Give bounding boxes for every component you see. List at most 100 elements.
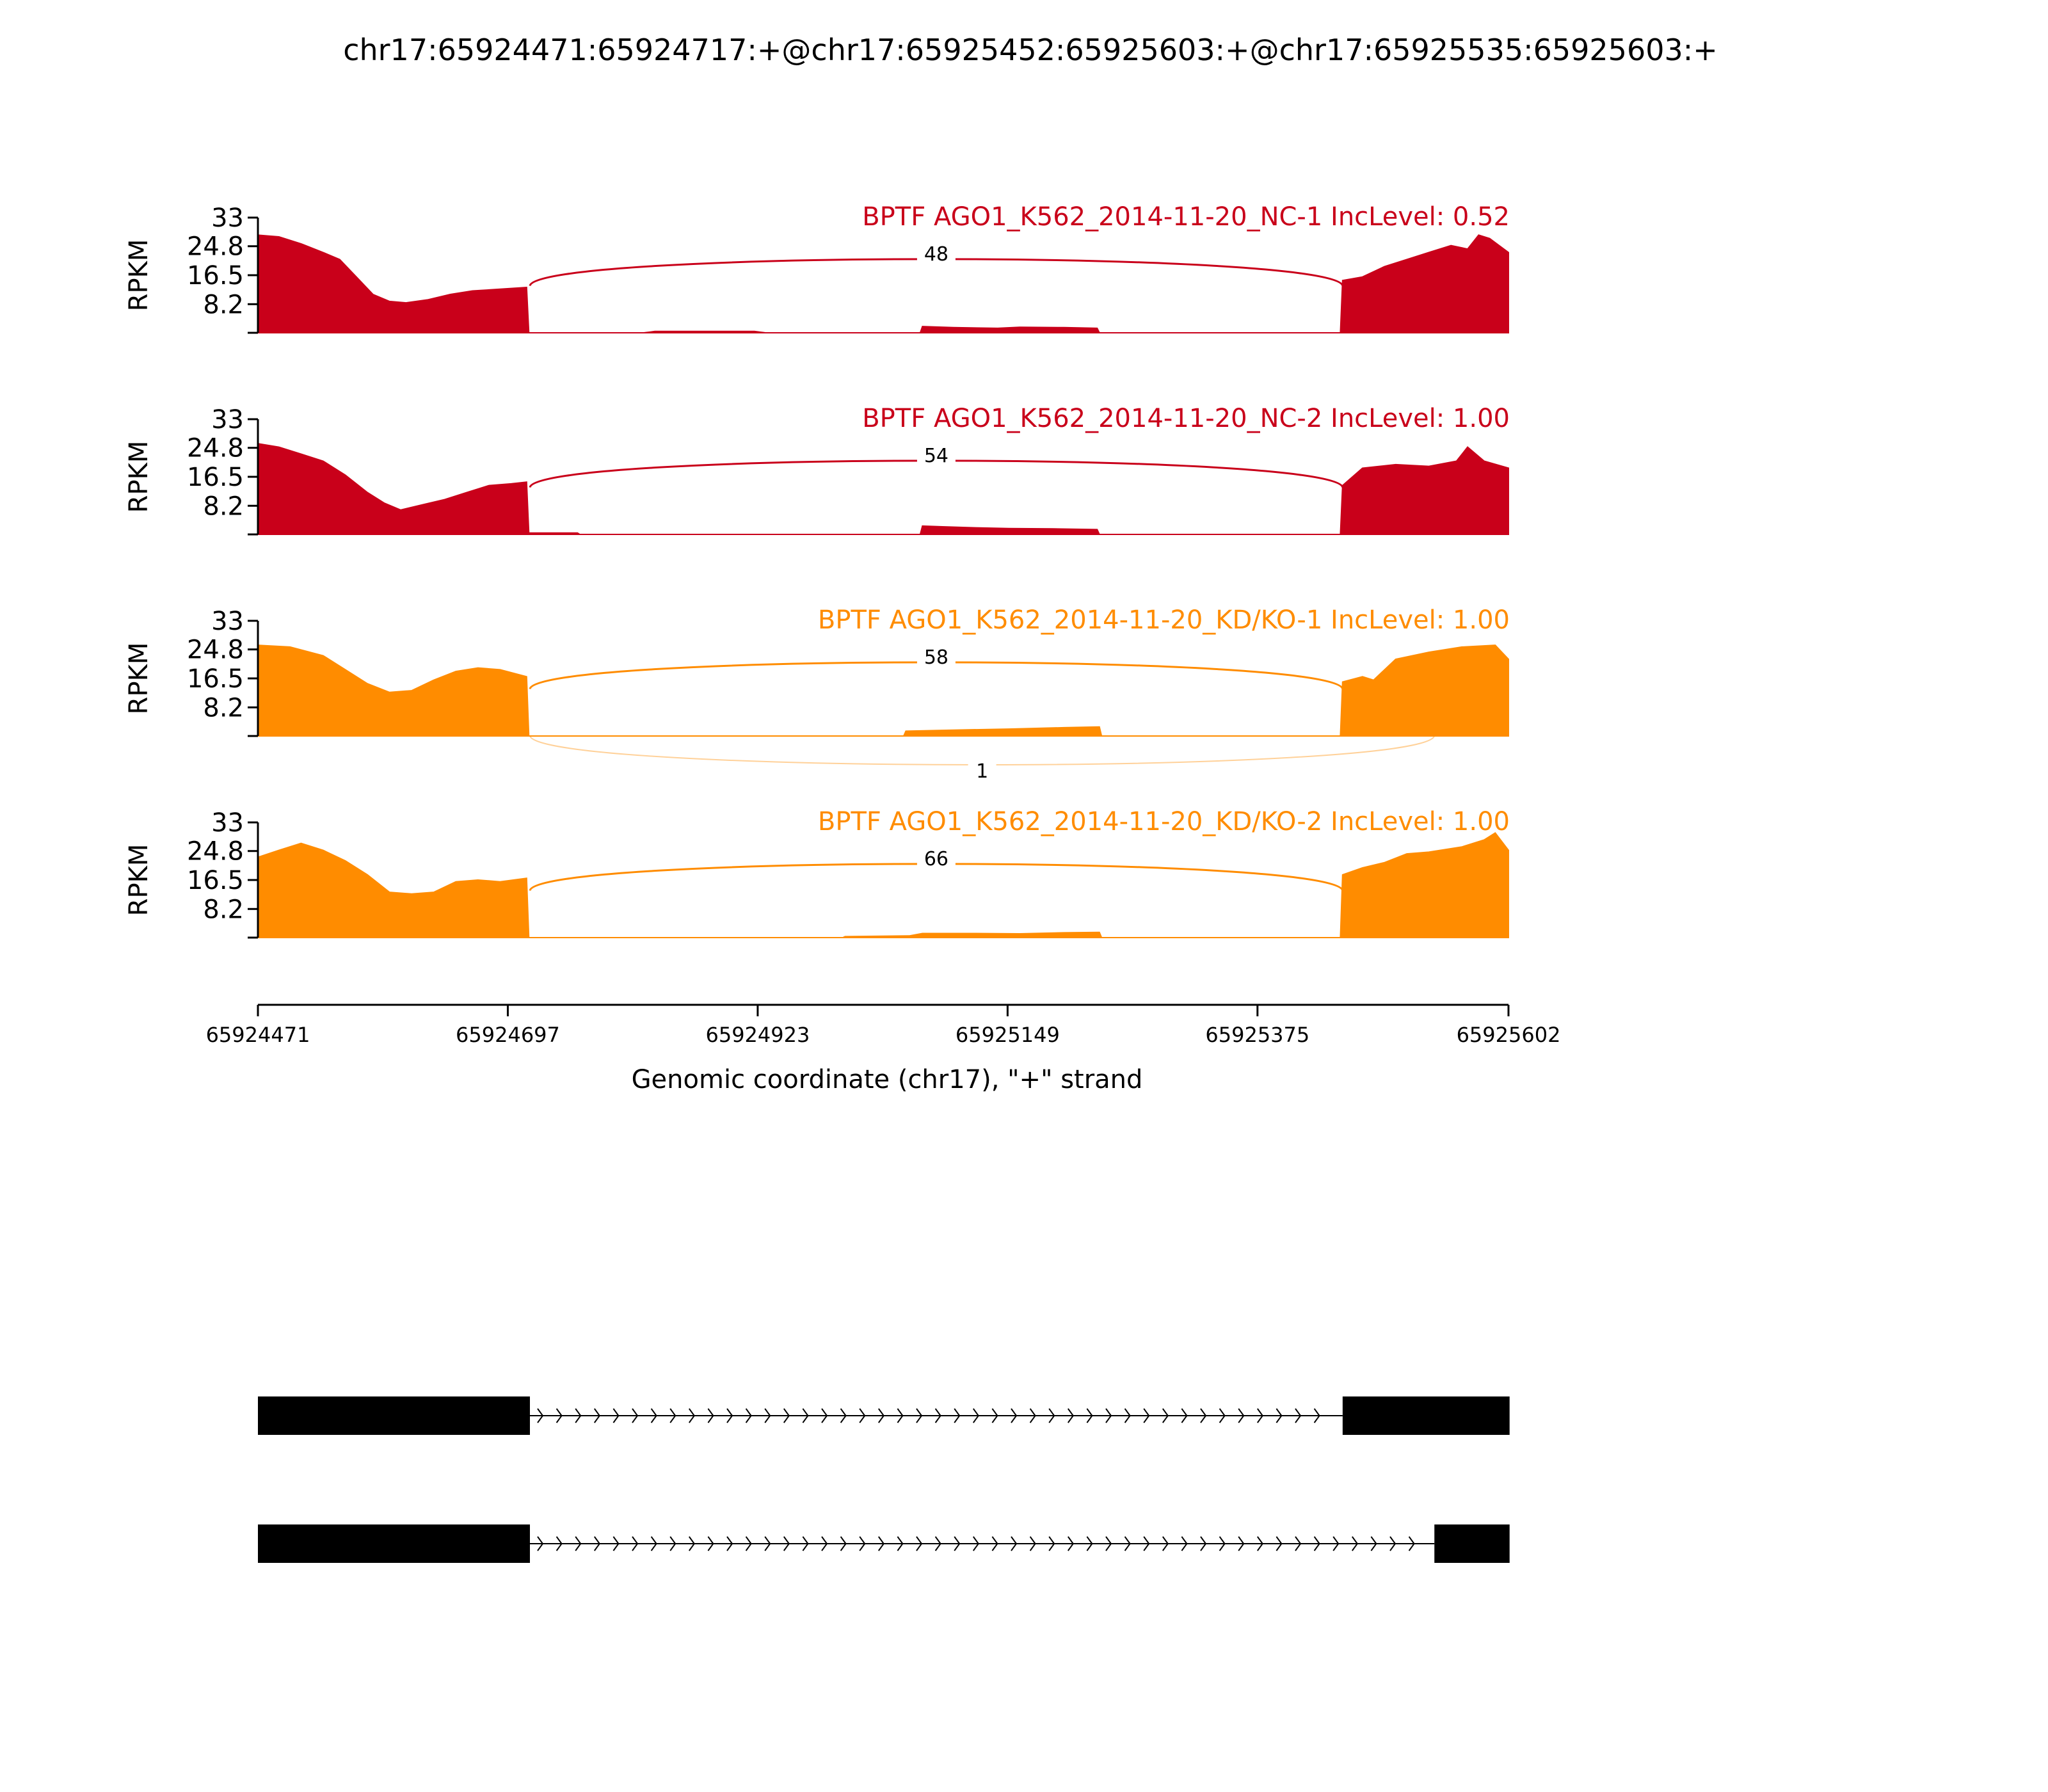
strand-arrow bbox=[1408, 1536, 1415, 1551]
strand-arrow bbox=[954, 1536, 961, 1551]
coverage-area bbox=[257, 832, 1509, 938]
strand-arrow bbox=[1181, 1536, 1188, 1551]
strand-arrow bbox=[745, 1536, 752, 1551]
sample-label: BPTF AGO1_K562_2014-11-20_NC-1 IncLevel:… bbox=[862, 202, 1510, 232]
strand-arrow bbox=[1295, 1536, 1302, 1551]
strand-arrow bbox=[1256, 1536, 1264, 1551]
strand-arrow bbox=[650, 1536, 657, 1551]
sample-label: BPTF AGO1_K562_2014-11-20_KD/KO-1 IncLev… bbox=[818, 605, 1510, 635]
strand-arrow bbox=[1086, 1408, 1093, 1423]
x-tick-label: 65924697 bbox=[456, 1023, 560, 1047]
isoform-1 bbox=[258, 1396, 1510, 1435]
strand-arrow bbox=[632, 1536, 639, 1551]
strand-arrow bbox=[707, 1536, 714, 1551]
sample-label: BPTF AGO1_K562_2014-11-20_NC-2 IncLevel:… bbox=[862, 404, 1510, 433]
junction-count: 54 bbox=[924, 445, 948, 467]
sample-label: BPTF AGO1_K562_2014-11-20_KD/KO-2 IncLev… bbox=[818, 807, 1510, 836]
junction-count: 58 bbox=[924, 646, 948, 669]
strand-arrow bbox=[556, 1536, 563, 1551]
y-tick-label: 8.2 bbox=[203, 693, 244, 723]
strand-arrow bbox=[1332, 1536, 1340, 1551]
chart-title: chr17:65924471:65924717:+@chr17:65925452… bbox=[343, 33, 1718, 67]
strand-arrow bbox=[991, 1536, 998, 1551]
isoform-2 bbox=[258, 1524, 1510, 1563]
y-axis-label: RPKM bbox=[124, 441, 154, 513]
strand-arrow bbox=[1200, 1536, 1207, 1551]
strand-arrow bbox=[726, 1408, 733, 1423]
strand-arrow bbox=[1295, 1408, 1302, 1423]
strand-arrow bbox=[802, 1408, 809, 1423]
strand-arrow bbox=[821, 1408, 828, 1423]
y-tick-label: 16.5 bbox=[187, 261, 244, 291]
strand-arrow bbox=[859, 1536, 866, 1551]
strand-arrow bbox=[972, 1536, 980, 1551]
strand-arrow bbox=[783, 1408, 790, 1423]
y-tick-label: 8.2 bbox=[203, 492, 244, 521]
y-tick-label: 8.2 bbox=[203, 290, 244, 319]
x-tick-label: 65924923 bbox=[705, 1023, 810, 1047]
junction-count: 48 bbox=[924, 243, 948, 266]
strand-arrow bbox=[1181, 1408, 1188, 1423]
strand-arrow bbox=[1105, 1408, 1112, 1423]
y-tick-label: 24.8 bbox=[187, 434, 244, 463]
junction-count-bg bbox=[916, 443, 956, 466]
strand-arrow bbox=[537, 1536, 544, 1551]
strand-arrow bbox=[1389, 1536, 1396, 1551]
strand-arrow bbox=[1162, 1536, 1169, 1551]
x-tick-label: 65924471 bbox=[206, 1023, 310, 1047]
strand-arrow bbox=[688, 1536, 696, 1551]
exon-block bbox=[258, 1524, 531, 1563]
strand-arrow bbox=[1011, 1408, 1018, 1423]
exon-block bbox=[1434, 1524, 1510, 1563]
y-axis-label: RPKM bbox=[124, 844, 154, 916]
strand-arrow bbox=[1219, 1536, 1226, 1551]
coverage-area bbox=[257, 644, 1509, 737]
strand-arrow bbox=[1048, 1408, 1055, 1423]
y-tick-label: 24.8 bbox=[187, 232, 244, 262]
y-tick-label: 16.5 bbox=[187, 866, 244, 895]
junction-count-bg bbox=[916, 241, 956, 264]
isoform-structures bbox=[258, 1396, 1510, 1563]
y-tick-label: 33 bbox=[211, 808, 244, 838]
junction-count-bg bbox=[916, 846, 956, 869]
exon-block bbox=[258, 1396, 531, 1435]
y-tick-label: 33 bbox=[211, 607, 244, 636]
strand-arrow bbox=[1067, 1408, 1075, 1423]
strand-arrow bbox=[783, 1536, 790, 1551]
strand-arrow bbox=[934, 1536, 941, 1551]
strand-arrow bbox=[1313, 1408, 1320, 1423]
strand-arrow bbox=[669, 1408, 676, 1423]
strand-arrow bbox=[1067, 1536, 1075, 1551]
strand-arrow bbox=[897, 1536, 904, 1551]
strand-arrow bbox=[764, 1536, 771, 1551]
coverage-area bbox=[257, 234, 1509, 333]
junction-count: 66 bbox=[924, 848, 948, 870]
strand-arrow bbox=[688, 1408, 696, 1423]
strand-arrow bbox=[840, 1408, 847, 1423]
strand-arrow bbox=[916, 1536, 923, 1551]
strand-arrow bbox=[1143, 1408, 1150, 1423]
strand-arrow bbox=[1256, 1408, 1264, 1423]
x-axis: 65924471 65924697 65924923 65925149 65925375… bbox=[206, 1004, 1560, 1047]
strand-arrow bbox=[1029, 1536, 1036, 1551]
strand-arrow bbox=[1238, 1408, 1245, 1423]
strand-arrow bbox=[632, 1408, 639, 1423]
strand-arrow bbox=[593, 1408, 601, 1423]
exon-block bbox=[1342, 1396, 1510, 1435]
strand-arrow bbox=[840, 1536, 847, 1551]
strand-arrow bbox=[1105, 1536, 1112, 1551]
strand-arrow bbox=[1029, 1408, 1036, 1423]
strand-arrow bbox=[650, 1408, 657, 1423]
y-tick-label: 16.5 bbox=[187, 664, 244, 694]
strand-arrow bbox=[821, 1536, 828, 1551]
y-tick-label: 33 bbox=[211, 204, 244, 233]
x-tick-label: 65925149 bbox=[956, 1023, 1060, 1047]
y-tick-label: 16.5 bbox=[187, 463, 244, 492]
strand-arrow bbox=[764, 1408, 771, 1423]
strand-arrow bbox=[802, 1536, 809, 1551]
x-axis-label: Genomic coordinate (chr17), "+" strand bbox=[632, 1065, 1143, 1094]
y-tick-label: 33 bbox=[211, 405, 244, 435]
junction-count: 1 bbox=[976, 760, 988, 783]
strand-arrow bbox=[1276, 1536, 1283, 1551]
